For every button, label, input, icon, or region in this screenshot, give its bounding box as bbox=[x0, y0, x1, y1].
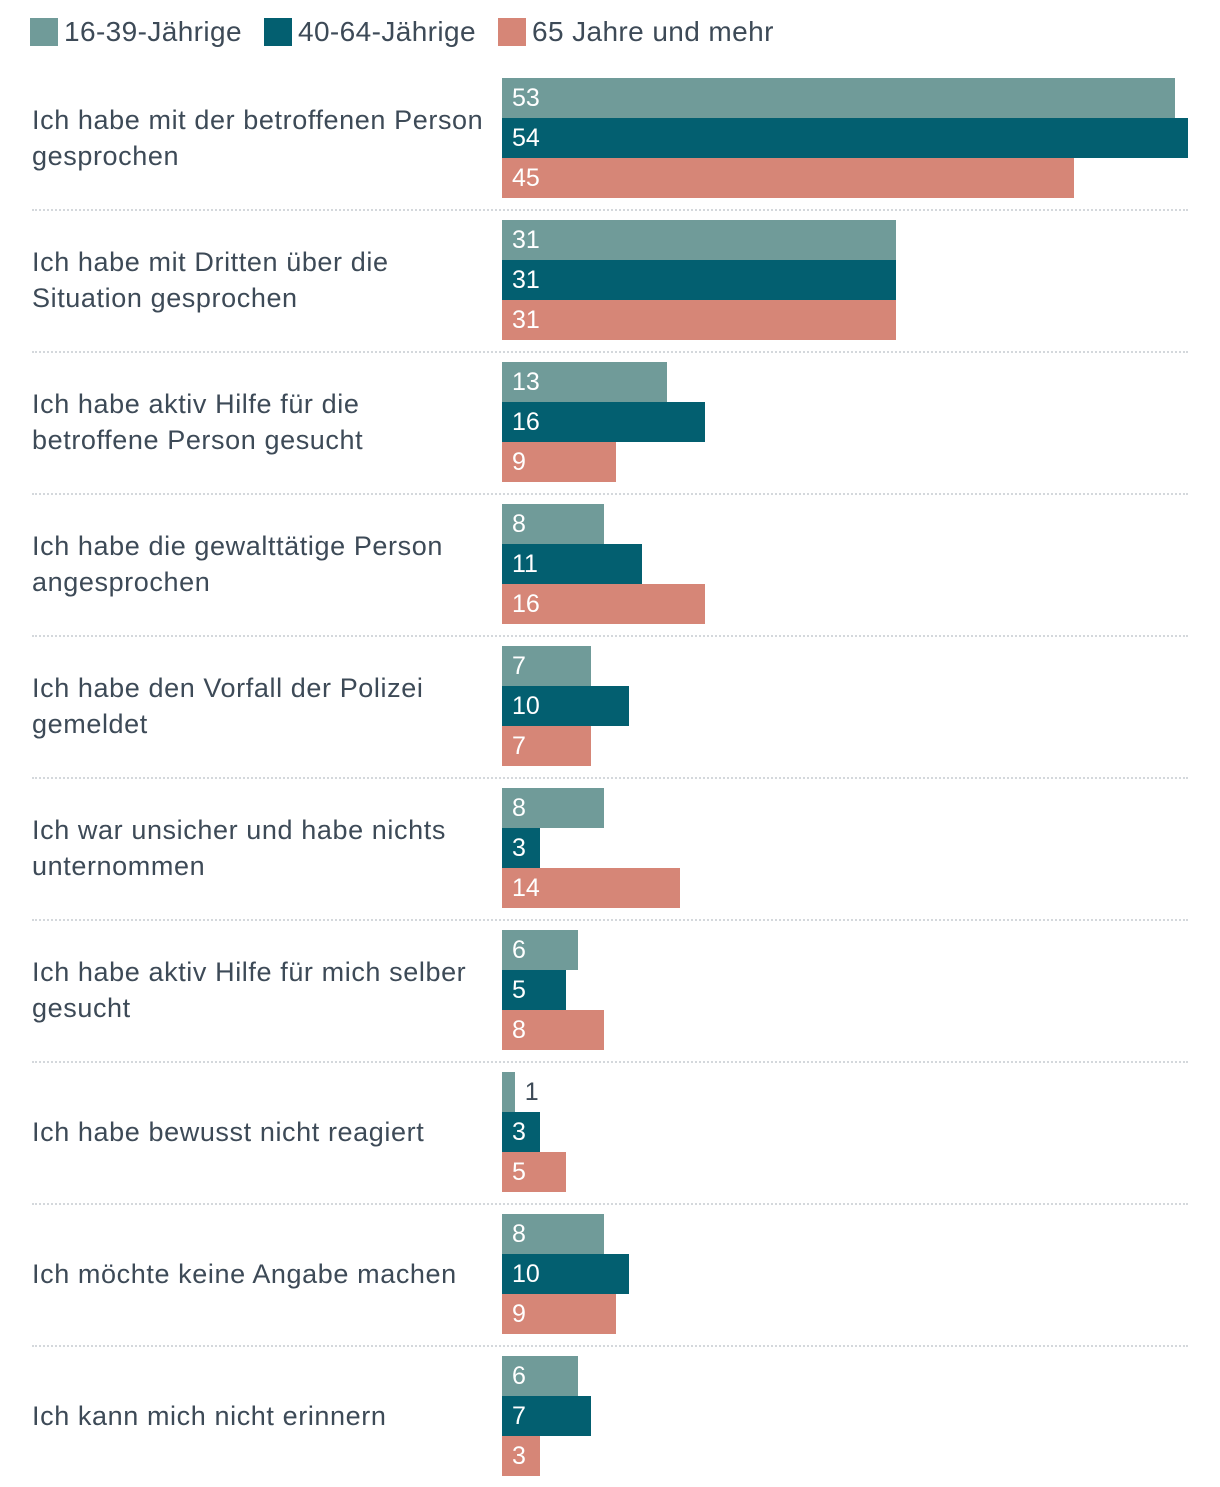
value-label: 8 bbox=[512, 510, 526, 538]
bar bbox=[502, 442, 617, 482]
bar bbox=[502, 78, 1176, 118]
category-label: Ich war unsicher und habe nichts unterno… bbox=[32, 815, 446, 881]
value-label: 1 bbox=[524, 1078, 539, 1106]
bar bbox=[502, 544, 642, 584]
bar bbox=[502, 1396, 591, 1436]
value-label: 7 bbox=[512, 652, 526, 680]
separator bbox=[32, 351, 1188, 353]
category-label: Ich habe die gewalttätige Person angespr… bbox=[32, 531, 443, 597]
bar bbox=[502, 868, 680, 908]
value-label: 53 bbox=[512, 84, 540, 112]
bar bbox=[502, 828, 541, 868]
bar bbox=[502, 686, 630, 726]
value-label: 10 bbox=[512, 692, 540, 720]
category-label: Ich habe aktiv Hilfe für mich selber ges… bbox=[32, 957, 467, 1023]
separator bbox=[32, 1061, 1188, 1063]
value-label: 11 bbox=[512, 550, 538, 578]
separator bbox=[32, 1203, 1188, 1205]
value-label: 5 bbox=[512, 1158, 526, 1186]
bar bbox=[502, 118, 1188, 158]
value-label: 54 bbox=[512, 124, 540, 152]
category-label: Ich habe aktiv Hilfe für die betroffene … bbox=[32, 389, 364, 455]
bar bbox=[502, 1214, 604, 1254]
value-label: 31 bbox=[512, 226, 540, 254]
bar bbox=[502, 1152, 566, 1192]
separator bbox=[32, 1345, 1188, 1347]
bar bbox=[502, 1010, 604, 1050]
bar bbox=[502, 1072, 515, 1112]
bar bbox=[502, 970, 566, 1010]
legend-item: 40-64-Jährige bbox=[263, 14, 476, 50]
bar bbox=[502, 300, 896, 340]
value-label: 31 bbox=[512, 306, 540, 334]
value-label: 3 bbox=[512, 1118, 526, 1146]
category-label: Ich kann mich nicht erinnern bbox=[32, 1401, 387, 1431]
legend-swatch bbox=[497, 18, 526, 46]
bar bbox=[502, 260, 896, 300]
value-label: 8 bbox=[512, 1220, 526, 1248]
value-label: 45 bbox=[512, 164, 540, 192]
bar bbox=[502, 362, 668, 402]
legend-item: 16-39-Jährige bbox=[30, 14, 242, 50]
value-label: 3 bbox=[512, 834, 526, 862]
bar bbox=[502, 1112, 541, 1152]
bar bbox=[502, 788, 604, 828]
bar bbox=[502, 158, 1074, 198]
value-label: 6 bbox=[512, 936, 526, 964]
bar bbox=[502, 1436, 541, 1476]
value-label: 8 bbox=[512, 794, 526, 822]
bar bbox=[502, 930, 579, 970]
value-label: 6 bbox=[512, 1362, 526, 1390]
separator bbox=[32, 919, 1188, 921]
legend-label: 16-39-Jährige bbox=[64, 16, 242, 47]
category-label: Ich habe bewusst nicht reagiert bbox=[32, 1117, 425, 1147]
value-label: 16 bbox=[512, 590, 540, 618]
category-label: Ich möchte keine Angabe machen bbox=[32, 1259, 457, 1289]
legend-swatch bbox=[30, 18, 58, 46]
legend-item: 65 Jahre und mehr bbox=[497, 14, 774, 50]
bar bbox=[502, 220, 896, 260]
category-label: Ich habe den Vorfall der Polizei gemelde… bbox=[32, 673, 424, 739]
value-label: 8 bbox=[512, 1016, 526, 1044]
category-label: Ich habe mit der betroffenen Person gesp… bbox=[32, 105, 484, 171]
bar bbox=[502, 504, 604, 544]
value-label: 3 bbox=[512, 1442, 526, 1470]
value-label: 31 bbox=[512, 266, 540, 294]
bar bbox=[502, 646, 591, 686]
value-label: 14 bbox=[512, 874, 540, 902]
value-label: 16 bbox=[512, 408, 540, 436]
legend-swatch bbox=[263, 18, 292, 46]
separator bbox=[32, 635, 1188, 637]
separator bbox=[32, 209, 1188, 211]
separator bbox=[32, 777, 1188, 779]
bar bbox=[502, 726, 591, 766]
bar bbox=[502, 1254, 630, 1294]
bar bbox=[502, 1356, 579, 1396]
value-label: 9 bbox=[512, 448, 526, 476]
value-label: 5 bbox=[512, 976, 526, 1004]
legend-label: 40-64-Jährige bbox=[297, 16, 476, 47]
bar bbox=[502, 402, 706, 442]
value-label: 13 bbox=[512, 368, 540, 396]
value-label: 9 bbox=[512, 1300, 526, 1328]
value-label: 7 bbox=[512, 732, 526, 760]
value-label: 7 bbox=[512, 1402, 526, 1430]
separator bbox=[32, 493, 1188, 495]
value-label: 10 bbox=[512, 1260, 540, 1288]
bar bbox=[502, 1294, 617, 1334]
category-label: Ich habe mit Dritten über die Situation … bbox=[32, 247, 389, 313]
bar bbox=[502, 584, 706, 624]
legend-label: 65 Jahre und mehr bbox=[531, 16, 774, 47]
